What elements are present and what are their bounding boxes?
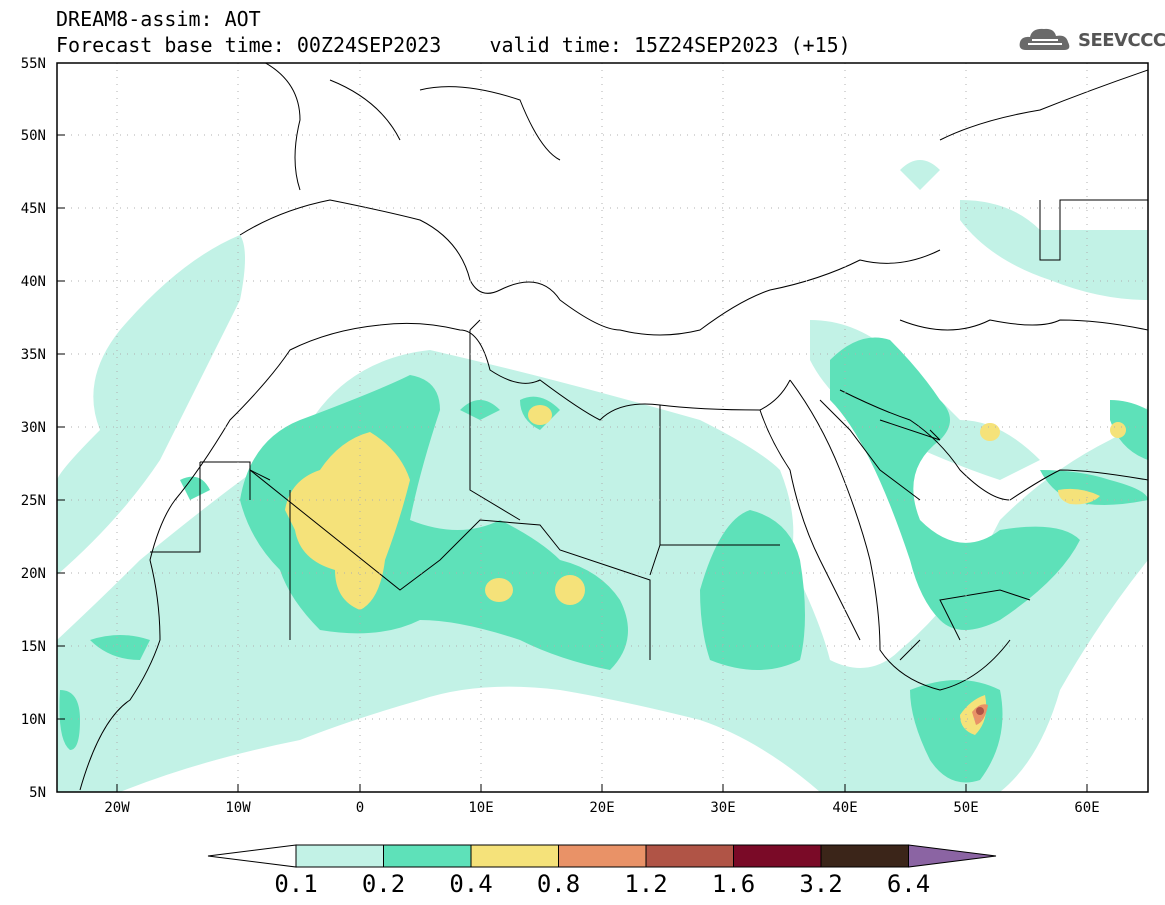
cloud-icon bbox=[1019, 28, 1070, 50]
lon-label: 0 bbox=[356, 800, 364, 816]
lon-label: 60E bbox=[1074, 800, 1099, 816]
colorbar-swatch bbox=[733, 844, 822, 868]
seevccc-logo: SEEVCCC bbox=[1018, 24, 1165, 56]
colorbar-label: 0.4 bbox=[449, 870, 493, 898]
coastlines bbox=[79, 63, 1148, 791]
lat-label: 40N bbox=[21, 274, 46, 290]
latitude-labels: 5N 10N 15N 20N 25N 30N 35N 40N 45N 50N 5… bbox=[21, 56, 46, 801]
lon-label: 40E bbox=[832, 800, 857, 816]
aot-field-mid bbox=[59, 337, 1148, 783]
forecast-time-line: Forecast base time: 00Z24SEP2023 valid t… bbox=[56, 33, 851, 57]
colorbar-label: 0.1 bbox=[274, 870, 318, 898]
colorbar-swatch bbox=[645, 844, 734, 868]
colorbar-swatch bbox=[470, 844, 559, 868]
colorbar-label: 1.6 bbox=[711, 870, 756, 898]
lon-label: 10W bbox=[225, 800, 251, 816]
axis-ticks bbox=[57, 62, 1088, 793]
aot-field-high bbox=[285, 405, 1126, 735]
colorbar bbox=[207, 844, 997, 868]
lat-label: 5N bbox=[29, 785, 46, 801]
lat-label: 15N bbox=[21, 639, 46, 655]
lon-label: 20W bbox=[104, 800, 130, 816]
lon-label: 10E bbox=[468, 800, 493, 816]
colorbar-swatch bbox=[295, 844, 384, 868]
colorbar-label: 0.2 bbox=[361, 870, 406, 898]
lat-label: 30N bbox=[21, 420, 46, 436]
lat-label: 20N bbox=[21, 566, 46, 582]
lon-label: 20E bbox=[589, 800, 614, 816]
country-borders bbox=[150, 199, 1148, 661]
lon-label: 50E bbox=[953, 800, 978, 816]
colorbar-low-arrow bbox=[207, 844, 297, 868]
gridlines bbox=[57, 63, 1148, 792]
lat-label: 45N bbox=[21, 201, 46, 217]
lat-label: 25N bbox=[21, 493, 46, 509]
lat-label: 35N bbox=[21, 347, 46, 363]
logo-text: SEEVCCC bbox=[1078, 30, 1165, 51]
lat-label: 10N bbox=[21, 712, 46, 728]
colorbar-label: 3.2 bbox=[799, 870, 843, 898]
colorbar-label: 0.8 bbox=[536, 870, 581, 898]
map-title: DREAM8-assim: AOT bbox=[56, 7, 261, 31]
colorbar-swatch bbox=[558, 844, 647, 868]
lat-label: 50N bbox=[21, 128, 46, 144]
lon-label: 30E bbox=[710, 800, 735, 816]
colorbar-label: 6.4 bbox=[886, 870, 931, 898]
colorbar-high-arrow bbox=[908, 844, 997, 868]
lat-label: 55N bbox=[21, 56, 46, 72]
colorbar-label: 1.2 bbox=[624, 870, 668, 898]
longitude-labels: 20W 10W 0 10E 20E 30E 40E 50E 60E bbox=[104, 800, 1099, 816]
colorbar-swatch bbox=[383, 844, 472, 868]
colorbar-swatch bbox=[820, 844, 909, 868]
